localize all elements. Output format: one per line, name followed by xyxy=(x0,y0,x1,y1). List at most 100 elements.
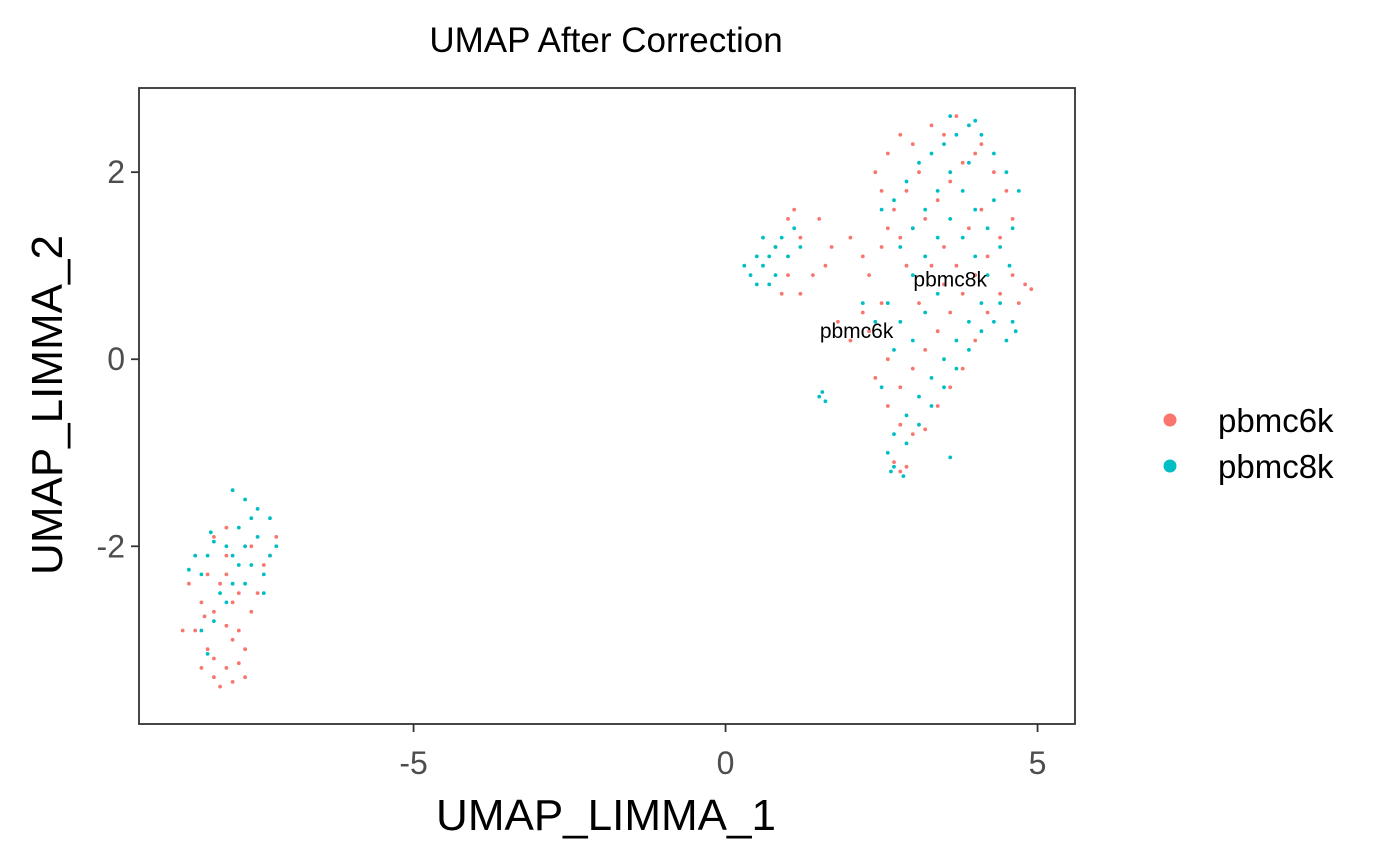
data-point xyxy=(205,647,210,652)
data-point xyxy=(948,179,953,184)
data-point xyxy=(935,329,940,334)
data-point xyxy=(954,263,959,268)
data-point xyxy=(892,348,896,352)
data-point xyxy=(985,273,990,277)
data-point xyxy=(954,366,959,371)
data-point xyxy=(230,600,235,605)
data-point xyxy=(249,609,254,614)
data-point xyxy=(249,516,254,521)
data-point xyxy=(1013,329,1018,334)
data-point xyxy=(224,666,229,670)
data-point xyxy=(948,114,953,118)
data-point xyxy=(1010,217,1015,221)
data-point xyxy=(917,422,921,427)
data-point xyxy=(879,385,884,390)
data-point xyxy=(773,273,778,277)
data-point xyxy=(960,291,965,296)
data-point xyxy=(218,684,223,689)
data-point xyxy=(917,160,921,165)
data-point xyxy=(973,273,978,277)
data-point xyxy=(873,170,878,175)
data-point xyxy=(985,226,990,231)
data-point xyxy=(901,474,906,478)
data-point xyxy=(180,628,185,633)
data-point xyxy=(817,217,822,221)
data-point xyxy=(892,207,896,212)
data-point xyxy=(193,628,198,633)
data-point xyxy=(243,497,248,502)
legend-key-pbmc8k xyxy=(1163,459,1177,473)
data-point xyxy=(255,507,260,511)
data-point xyxy=(942,357,946,362)
data-point xyxy=(823,399,828,404)
data-point xyxy=(820,390,825,394)
data-point xyxy=(904,441,909,446)
data-point xyxy=(779,235,784,240)
data-point xyxy=(879,189,884,193)
legend-label: pbmc6k xyxy=(1218,402,1334,439)
data-point xyxy=(973,207,978,212)
data-point xyxy=(998,235,1002,240)
cluster-label: pbmc6k xyxy=(820,320,894,343)
data-point xyxy=(224,600,229,605)
series-pbmc6k xyxy=(180,114,1034,689)
data-point xyxy=(973,338,978,343)
data-point xyxy=(230,581,235,586)
data-point xyxy=(935,235,940,240)
data-point xyxy=(261,572,266,577)
data-point xyxy=(910,366,915,371)
data-point xyxy=(767,282,772,287)
data-point xyxy=(923,217,928,221)
data-point xyxy=(268,516,272,521)
data-point xyxy=(202,614,207,619)
y-axis: -2 0 2 xyxy=(97,154,139,564)
data-point xyxy=(848,338,853,343)
data-point xyxy=(249,563,254,567)
data-point xyxy=(873,319,878,324)
data-point xyxy=(910,273,915,277)
data-point xyxy=(879,245,884,249)
data-point xyxy=(187,581,191,586)
data-point xyxy=(860,301,865,305)
data-point xyxy=(1010,226,1015,231)
data-point xyxy=(979,142,984,147)
data-point xyxy=(817,394,822,399)
data-point xyxy=(885,404,890,408)
legend-key-pbmc6k xyxy=(1163,413,1177,427)
data-point xyxy=(998,301,1002,305)
data-point xyxy=(967,319,971,324)
data-point xyxy=(967,348,971,352)
data-point xyxy=(823,263,828,268)
data-point xyxy=(929,404,934,408)
data-point xyxy=(798,291,803,296)
data-point xyxy=(898,319,903,324)
data-point xyxy=(212,675,216,680)
data-point xyxy=(1016,189,1021,193)
data-point xyxy=(212,535,216,539)
data-point xyxy=(798,235,803,240)
data-point xyxy=(786,254,790,259)
data-point xyxy=(236,628,241,633)
data-point xyxy=(754,282,759,287)
data-point xyxy=(848,235,853,240)
data-point xyxy=(942,385,946,390)
data-point xyxy=(208,530,213,535)
data-point xyxy=(948,455,953,460)
data-point xyxy=(910,338,915,343)
data-point xyxy=(923,348,928,352)
data-point xyxy=(867,273,871,277)
data-point xyxy=(224,572,229,577)
annotations-layer: pbmc8k pbmc6k xyxy=(820,269,988,343)
data-point xyxy=(1004,170,1009,175)
data-point xyxy=(992,151,996,156)
data-point xyxy=(948,385,953,390)
data-point xyxy=(236,525,241,530)
x-tick-label: 5 xyxy=(1029,745,1047,781)
data-point xyxy=(212,619,216,623)
data-point xyxy=(761,235,765,240)
data-point xyxy=(948,217,953,221)
data-point xyxy=(942,245,946,249)
data-point xyxy=(898,469,903,474)
data-point xyxy=(212,539,216,544)
